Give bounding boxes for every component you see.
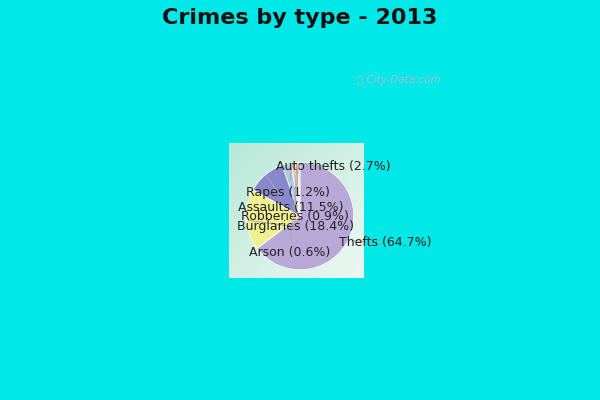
Text: Thefts (64.7%): Thefts (64.7%) [339,236,431,249]
Text: Auto thefts (2.7%): Auto thefts (2.7%) [277,160,391,174]
Text: ⓘ City-Data.com: ⓘ City-Data.com [358,75,441,85]
Text: Assaults (11.5%): Assaults (11.5%) [238,176,343,214]
Wedge shape [291,162,300,216]
Wedge shape [253,165,300,216]
Wedge shape [295,162,300,216]
Wedge shape [257,162,354,270]
Text: Crimes by type - 2013: Crimes by type - 2013 [163,8,437,28]
Text: Rapes (1.2%): Rapes (1.2%) [246,164,330,199]
Wedge shape [282,163,300,216]
Wedge shape [298,162,300,216]
Text: Arson (0.6%): Arson (0.6%) [249,164,330,260]
Text: Burglaries (18.4%): Burglaries (18.4%) [237,220,354,233]
Text: Robberies (0.9%): Robberies (0.9%) [241,164,349,223]
Wedge shape [246,190,300,248]
